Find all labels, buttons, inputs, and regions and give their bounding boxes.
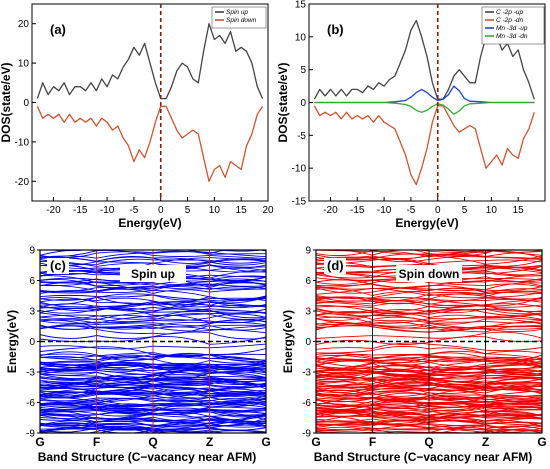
y-tick-label: 0 bbox=[29, 337, 35, 348]
y-tick-label: 6 bbox=[29, 276, 35, 287]
y-tick-label: 9 bbox=[29, 246, 35, 257]
legend-box bbox=[481, 6, 545, 45]
dos-panel-a: -20 -15 -10 -5 0 5 10 15 20 -20 -10 0 10 20 Energy(eV)… bbox=[0, 3, 274, 230]
legend-entry: Mn -3d -up bbox=[496, 25, 528, 32]
y-tick-label: 10 bbox=[18, 59, 30, 70]
series-line-3 bbox=[314, 101, 535, 115]
y-tick-label: -10 bbox=[15, 137, 30, 148]
x-tick-label: 0 bbox=[158, 205, 164, 216]
panel-label-bg bbox=[47, 258, 69, 274]
x-tick-label: -5 bbox=[129, 205, 138, 216]
k-point-label: G bbox=[311, 435, 320, 449]
x-tick-label: 15 bbox=[513, 205, 525, 216]
x-axis-label: Energy(eV) bbox=[118, 216, 181, 230]
y-axis-label: DOS(state/eV) bbox=[0, 62, 13, 142]
y-tick-label: -10 bbox=[292, 164, 307, 175]
y-tick-label: -9 bbox=[26, 429, 35, 440]
k-point-label: Q bbox=[424, 435, 433, 449]
x-tick-label: 20 bbox=[262, 205, 274, 216]
spin-annotation-bg bbox=[396, 265, 462, 282]
y-tick-label: 15 bbox=[295, 0, 307, 11]
series-line-0 bbox=[36, 23, 264, 100]
y-tick-label: 3 bbox=[305, 307, 311, 318]
x-tick-label: -15 bbox=[73, 205, 88, 216]
k-point-label: G bbox=[261, 435, 270, 449]
x-tick-label: -10 bbox=[377, 205, 392, 216]
y-tick-label: -15 bbox=[292, 197, 307, 208]
k-point-label: F bbox=[93, 435, 100, 449]
y-tick-label: -20 bbox=[15, 177, 30, 188]
x-tick-label: 5 bbox=[185, 205, 191, 216]
x-axis-label: Energy(eV) bbox=[395, 216, 458, 230]
x-tick-label: 5 bbox=[462, 205, 468, 216]
legend-entry: Mn -3d -dn bbox=[496, 33, 528, 40]
spin-annotation-bg bbox=[120, 265, 186, 282]
y-axis-label: DOS(state/eV) bbox=[276, 62, 290, 142]
x-tick-label: 10 bbox=[486, 205, 498, 216]
series-line-1 bbox=[313, 105, 535, 186]
x-tick-label: -10 bbox=[100, 205, 115, 216]
x-tick-label: -5 bbox=[406, 205, 415, 216]
series-line-2 bbox=[314, 85, 535, 104]
legend-entry: Spin up bbox=[226, 9, 248, 16]
y-tick-label: -9 bbox=[302, 429, 311, 440]
k-point-label: G bbox=[35, 435, 44, 449]
x-axis-label: Band Structure (C−vacancy near AFM) bbox=[314, 450, 533, 464]
k-point-label: F bbox=[369, 435, 376, 449]
legend-entry: C -2p -up bbox=[496, 9, 523, 16]
y-tick-label: 6 bbox=[305, 276, 311, 287]
legend-entry: Spin down bbox=[226, 17, 257, 24]
band-line bbox=[40, 250, 266, 258]
y-tick-label: 20 bbox=[18, 19, 30, 30]
spin-annotation: Spin down bbox=[399, 267, 460, 281]
y-tick-label: -3 bbox=[302, 368, 311, 379]
x-axis-label: Band Structure (C−vacancy near AFM) bbox=[38, 450, 257, 464]
legend-box bbox=[211, 6, 267, 29]
y-tick-label: 10 bbox=[295, 32, 307, 43]
y-tick-label: -6 bbox=[26, 398, 35, 409]
k-point-label: Z bbox=[206, 435, 213, 449]
x-tick-label: 10 bbox=[209, 205, 221, 216]
y-tick-label: -3 bbox=[26, 368, 35, 379]
x-tick-label: -20 bbox=[323, 205, 338, 216]
y-axis-label: Energy(eV) bbox=[5, 310, 19, 373]
series-line-1 bbox=[36, 105, 264, 182]
y-tick-label: 0 bbox=[305, 337, 311, 348]
y-tick-label: -5 bbox=[297, 131, 306, 142]
y-tick-label: -6 bbox=[302, 398, 311, 409]
y-tick-label: 3 bbox=[29, 307, 35, 318]
x-tick-label: -20 bbox=[46, 205, 61, 216]
k-point-label: G bbox=[537, 435, 546, 449]
x-tick-label: -15 bbox=[350, 205, 365, 216]
y-tick-label: 0 bbox=[300, 98, 306, 109]
x-tick-label: 0 bbox=[435, 205, 441, 216]
spin-annotation: Spin up bbox=[131, 267, 175, 281]
legend-entry: C -2p -dn bbox=[496, 17, 523, 24]
y-tick-label: 9 bbox=[305, 246, 311, 257]
plot-frame bbox=[31, 3, 269, 202]
band-line bbox=[40, 428, 266, 433]
panel-label: (b) bbox=[327, 22, 344, 37]
dos-panel-b: -20 -15 -10 -5 0 5 10 15 -15 -10 -5 0 5 10 15 Energy(eV… bbox=[276, 0, 546, 230]
panel-label-bg bbox=[324, 258, 346, 274]
x-tick-label: 15 bbox=[236, 205, 248, 216]
k-point-label: Q bbox=[148, 435, 157, 449]
y-tick-label: 0 bbox=[23, 98, 29, 109]
panel-label: (a) bbox=[50, 22, 66, 37]
y-axis-label: Energy(eV) bbox=[281, 310, 295, 373]
panel-label: (d) bbox=[327, 258, 344, 273]
panel-label: (c) bbox=[50, 258, 66, 273]
k-point-label: Z bbox=[482, 435, 489, 449]
y-tick-label: 5 bbox=[300, 65, 306, 76]
